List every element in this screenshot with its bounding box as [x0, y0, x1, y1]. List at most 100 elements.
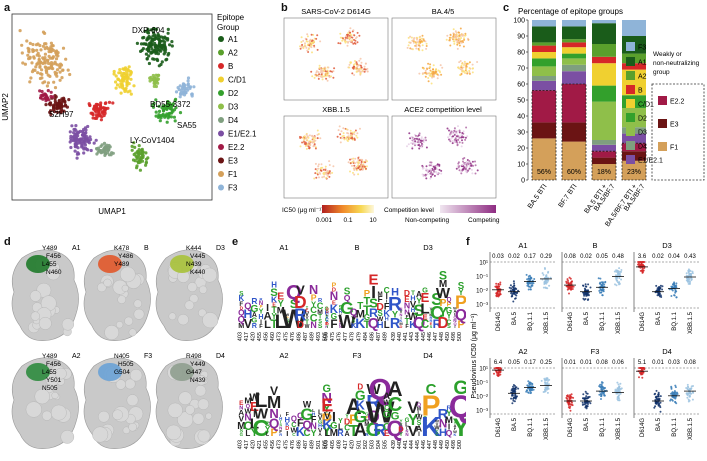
- c-legend-label: F1: [670, 145, 678, 152]
- umap-point: [37, 58, 41, 62]
- f-point: [618, 267, 621, 270]
- logo-letter: Q: [302, 419, 311, 432]
- b-point: [415, 42, 418, 45]
- logo-letter: C: [421, 318, 430, 331]
- logo-position: 449: [439, 440, 445, 449]
- residue-label: N439: [186, 261, 202, 268]
- f-point: [495, 285, 498, 288]
- f-xlabel: D614G: [496, 312, 502, 331]
- b-point: [360, 61, 363, 64]
- b-point: [448, 39, 451, 42]
- f-point: [543, 390, 546, 393]
- f-point: [618, 394, 621, 397]
- b-point: [429, 72, 432, 75]
- f-point: [530, 284, 533, 287]
- logo-position: 476: [337, 332, 343, 341]
- logo-letter: T: [305, 319, 309, 326]
- f-point: [616, 398, 619, 400]
- logo-title: B: [354, 243, 359, 252]
- b-point: [463, 37, 465, 40]
- f-point: [600, 383, 603, 386]
- b-point: [351, 160, 354, 163]
- b-point: [306, 40, 309, 43]
- b-point: [454, 38, 457, 41]
- b-point: [409, 41, 412, 44]
- umap-point: [102, 141, 107, 145]
- c-ytick-label: 50: [517, 98, 525, 105]
- f-point: [533, 278, 536, 280]
- f-point: [661, 288, 664, 291]
- umap-point: [101, 111, 105, 115]
- umap-point: [63, 104, 67, 108]
- umap-point: [170, 44, 174, 48]
- logo-letter: Y: [454, 420, 457, 425]
- b-point: [339, 32, 342, 35]
- b-point: [318, 64, 321, 67]
- umap-point: [170, 40, 174, 44]
- b-point: [353, 34, 356, 37]
- b-point: [355, 68, 358, 71]
- logo-letter: A: [416, 423, 422, 433]
- umap-point: [102, 147, 106, 151]
- b-point: [304, 45, 307, 48]
- umap-point: [111, 101, 115, 105]
- f-point: [567, 287, 570, 290]
- legend-swatch: [218, 36, 224, 42]
- f-median-label: 0.05: [508, 360, 520, 366]
- logo-letter: G: [330, 421, 337, 431]
- logo-position: 444: [415, 332, 421, 341]
- umap-point: [133, 145, 137, 149]
- b-point: [320, 71, 322, 74]
- b-point: [320, 73, 323, 76]
- f-point: [514, 385, 516, 387]
- b-point: [313, 143, 316, 146]
- logo-letter: G: [252, 316, 258, 325]
- b-point: [345, 35, 348, 38]
- b-point: [310, 46, 313, 49]
- f-point: [530, 276, 533, 279]
- umap-point: [147, 54, 151, 58]
- umap-point: [173, 99, 177, 103]
- umap-point: [93, 116, 97, 120]
- b-point: [455, 167, 458, 170]
- umap-point: [54, 57, 59, 61]
- b-point: [304, 42, 306, 45]
- f-point: [498, 285, 501, 288]
- umap-point: [73, 149, 77, 153]
- umap-point: [126, 90, 130, 94]
- logo-letter: K: [356, 398, 365, 412]
- logo-letter: S: [344, 287, 351, 298]
- logo-position: 500: [457, 440, 463, 449]
- umap-point: [107, 147, 111, 152]
- logo-letter: C: [265, 421, 270, 428]
- logo-letter: F: [384, 302, 390, 312]
- f-point: [589, 286, 592, 289]
- c-legend-swatch: [626, 113, 635, 122]
- b-point: [311, 39, 314, 42]
- b-point: [339, 133, 342, 136]
- logo-letter: I: [400, 315, 401, 320]
- umap-point: [87, 102, 91, 106]
- logo-letter: L: [384, 320, 390, 331]
- logo-D4: D4QGCA439YDYY440NNLLG441VYV444IASWLMQ445…: [386, 351, 473, 449]
- b-point: [465, 70, 468, 73]
- f-point: [585, 395, 588, 398]
- f-point: [515, 386, 518, 389]
- b-point: [319, 68, 322, 70]
- b-point: [348, 36, 351, 39]
- f-point: [689, 270, 692, 272]
- logo-letter: N: [406, 429, 409, 434]
- umap-point: [21, 61, 25, 65]
- f-point: [513, 282, 516, 285]
- b-point: [446, 34, 449, 37]
- f-point: [619, 271, 621, 273]
- logo-letter: K: [400, 318, 403, 323]
- logo-letter: I: [386, 292, 388, 301]
- f-point: [527, 391, 529, 394]
- c-legend-label: A1: [638, 60, 647, 67]
- logo-letter: R: [251, 296, 257, 306]
- b-point: [406, 145, 408, 148]
- umap-point: [173, 119, 177, 123]
- b-point: [451, 136, 453, 139]
- f-point: [495, 295, 498, 298]
